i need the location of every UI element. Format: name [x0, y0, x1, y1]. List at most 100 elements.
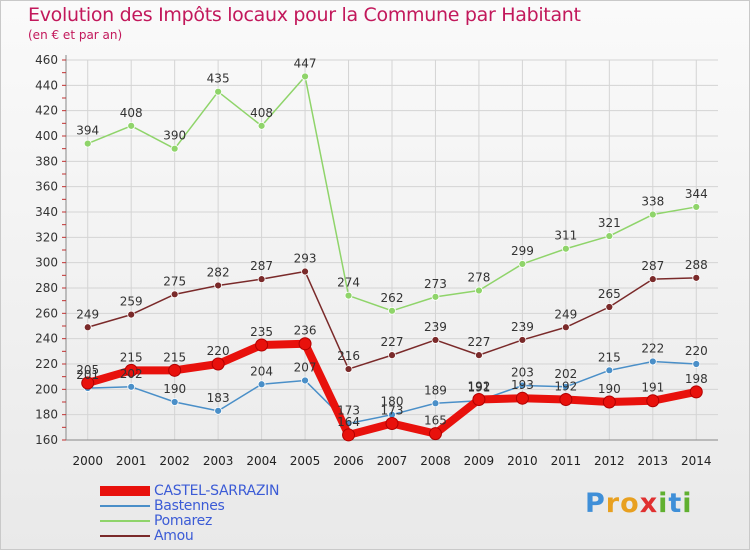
data-point-pomarez [431, 292, 440, 301]
y-tick-label: 320 [35, 230, 58, 244]
data-point-pomarez [388, 306, 396, 315]
data-label-amou: 287 [250, 259, 273, 273]
data-label-pomarez: 273 [424, 277, 447, 291]
legend-label-castel-sarrazin: CASTEL-SARRAZIN [154, 483, 280, 499]
data-point-pomarez [561, 244, 570, 253]
data-label-pomarez: 274 [337, 276, 360, 290]
data-point-castel-sarrazin [81, 376, 95, 390]
data-point-pomarez [301, 72, 309, 81]
data-point-bastennes [214, 406, 223, 415]
data-point-amou [170, 290, 179, 299]
data-label-castel-sarrazin: 198 [685, 372, 708, 386]
data-label-castel-sarrazin: 205 [76, 363, 99, 377]
legend-swatch-pomarez [100, 520, 150, 522]
data-label-castel-sarrazin: 192 [467, 379, 490, 393]
x-tick-label: 2010 [507, 454, 538, 468]
y-tick-label: 240 [35, 332, 58, 346]
data-label-pomarez: 299 [511, 244, 534, 258]
data-point-bastennes [301, 376, 309, 385]
y-tick-label: 260 [35, 306, 58, 320]
data-point-castel-sarrazin [646, 394, 660, 408]
data-label-pomarez: 278 [467, 271, 490, 285]
data-label-pomarez: 408 [120, 106, 143, 120]
data-point-castel-sarrazin [428, 427, 442, 441]
data-label-amou: 249 [76, 307, 99, 321]
data-point-pomarez [214, 87, 223, 96]
data-label-amou: 239 [511, 320, 534, 334]
data-label-amou: 249 [554, 307, 577, 321]
data-point-pomarez [257, 121, 266, 130]
data-point-amou [257, 275, 266, 284]
data-label-bastennes: 220 [685, 344, 708, 358]
x-tick-label: 2011 [551, 454, 582, 468]
data-point-amou [518, 336, 527, 344]
data-label-bastennes: 183 [207, 391, 230, 405]
data-label-castel-sarrazin: 215 [163, 350, 186, 364]
x-tick-label: 2001 [116, 454, 147, 468]
data-point-pomarez [475, 286, 483, 295]
data-label-amou: 227 [381, 335, 404, 349]
data-point-castel-sarrazin [168, 363, 182, 377]
data-point-bastennes [431, 399, 440, 408]
data-label-castel-sarrazin: 191 [641, 381, 664, 395]
data-label-castel-sarrazin: 220 [207, 344, 230, 358]
data-point-amou [83, 323, 92, 332]
logo-letter: o [620, 488, 640, 519]
x-tick-label: 2005 [290, 454, 321, 468]
data-point-castel-sarrazin [342, 428, 356, 442]
data-label-bastennes: 180 [381, 395, 404, 409]
data-point-bastennes [170, 398, 179, 406]
y-tick-label: 460 [35, 53, 58, 67]
data-point-amou [692, 273, 701, 282]
legend-swatch-amou [100, 535, 150, 537]
data-label-amou: 227 [467, 335, 490, 349]
legend-label-amou: Amou [154, 528, 194, 544]
data-label-bastennes: 201 [76, 368, 99, 382]
data-label-pomarez: 338 [641, 195, 664, 209]
data-point-pomarez [518, 260, 527, 268]
x-tick-label: 2009 [464, 454, 495, 468]
y-tick-label: 380 [35, 154, 58, 168]
data-point-amou [301, 267, 309, 276]
x-tick-label: 2000 [72, 454, 103, 468]
data-point-castel-sarrazin [298, 337, 312, 351]
data-label-bastennes: 190 [163, 382, 186, 396]
x-tick-label: 2002 [159, 454, 190, 468]
data-point-pomarez [344, 291, 353, 300]
logo-letter: r [605, 488, 621, 519]
data-point-pomarez [648, 210, 657, 219]
chart-title: Evolution des Impôts locaux pour la Comm… [28, 4, 581, 26]
data-label-pomarez: 321 [598, 216, 621, 230]
y-tick-label: 300 [35, 256, 58, 270]
y-tick-label: 420 [35, 104, 58, 118]
y-tick-label: 360 [35, 180, 58, 194]
data-label-bastennes: 202 [554, 367, 577, 381]
data-label-pomarez: 394 [76, 124, 99, 138]
legend-swatch-castel-sarrazin [100, 486, 150, 496]
data-point-bastennes [518, 381, 527, 390]
x-tick-label: 2003 [203, 454, 234, 468]
data-point-bastennes [648, 357, 657, 366]
proxiti-logo: Proxiti [585, 488, 693, 519]
x-tick-label: 2006 [333, 454, 364, 468]
data-label-bastennes: 207 [294, 360, 317, 374]
data-label-bastennes: 189 [424, 383, 447, 397]
data-label-amou: 288 [685, 258, 708, 272]
data-point-castel-sarrazin [124, 363, 138, 377]
data-point-bastennes [127, 382, 136, 391]
data-point-pomarez [605, 232, 614, 240]
data-label-bastennes: 203 [511, 366, 534, 380]
data-point-amou [344, 365, 353, 373]
data-label-castel-sarrazin: 193 [511, 378, 534, 392]
data-point-amou [431, 336, 440, 344]
data-label-amou: 287 [641, 259, 664, 273]
legend-swatch-bastennes [100, 505, 150, 507]
logo-letter: P [585, 488, 606, 519]
data-label-castel-sarrazin: 190 [598, 382, 621, 396]
data-point-castel-sarrazin [689, 385, 703, 399]
logo-letter: x [639, 488, 659, 519]
data-point-castel-sarrazin [515, 391, 529, 405]
data-label-amou: 282 [207, 265, 230, 279]
